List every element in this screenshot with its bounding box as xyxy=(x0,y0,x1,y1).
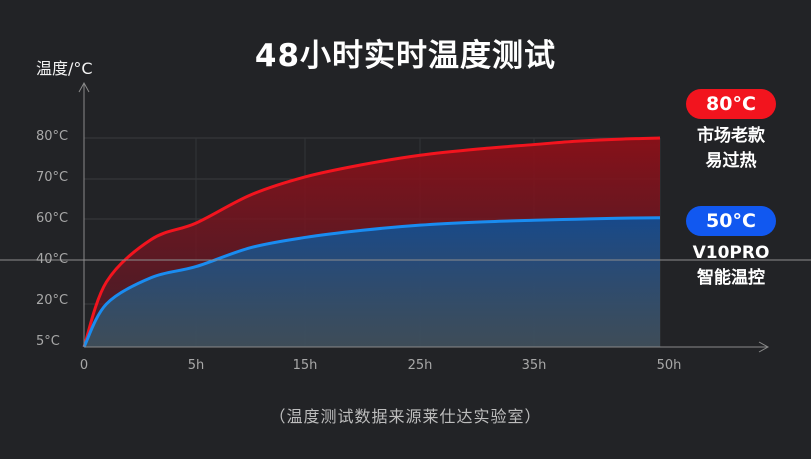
legend-badge-v10pro: 50°C xyxy=(686,206,776,236)
line-v10pro xyxy=(82,216,661,348)
x-tick-label: 5h xyxy=(187,358,205,373)
y-tick-label: 40°C xyxy=(36,252,69,267)
x-tick-label: 15h xyxy=(292,358,318,373)
legend-desc-line: V10PRO xyxy=(692,243,770,263)
line-old-model xyxy=(82,136,661,348)
y-tick-label: 80°C xyxy=(36,129,69,144)
x-tick-label: 50h xyxy=(656,358,682,373)
legend-badge-old-model: 80°C xyxy=(686,89,776,119)
legend-desc-line: 智能温控 xyxy=(697,268,765,288)
area-v10pro xyxy=(84,217,660,347)
chart-title: 48小时实时温度测试 xyxy=(254,38,557,74)
y-axis-arrow xyxy=(78,81,90,93)
x-axis-arrow xyxy=(758,341,770,353)
x-tick-label: 25h xyxy=(407,358,433,373)
y-axis-label: 温度/°C xyxy=(36,59,93,78)
x-tick-label: 35h xyxy=(521,358,547,373)
y-tick-label: 70°C xyxy=(36,170,69,185)
legend-desc-v10pro: V10PRO 智能温控 xyxy=(676,241,786,291)
legend-desc-line: 易过热 xyxy=(705,151,757,171)
y-tick-label: 20°C xyxy=(36,293,69,308)
legend-desc-line: 市场老款 xyxy=(697,126,765,146)
legend-desc-old-model: 市场老款 易过热 xyxy=(676,124,786,174)
y-tick-label: 5°C xyxy=(36,334,60,349)
y-tick-label: 60°C xyxy=(36,211,69,226)
x-tick-label: 0 xyxy=(79,358,89,373)
data-source-note: （温度测试数据来源莱仕达实验室） xyxy=(269,407,542,426)
